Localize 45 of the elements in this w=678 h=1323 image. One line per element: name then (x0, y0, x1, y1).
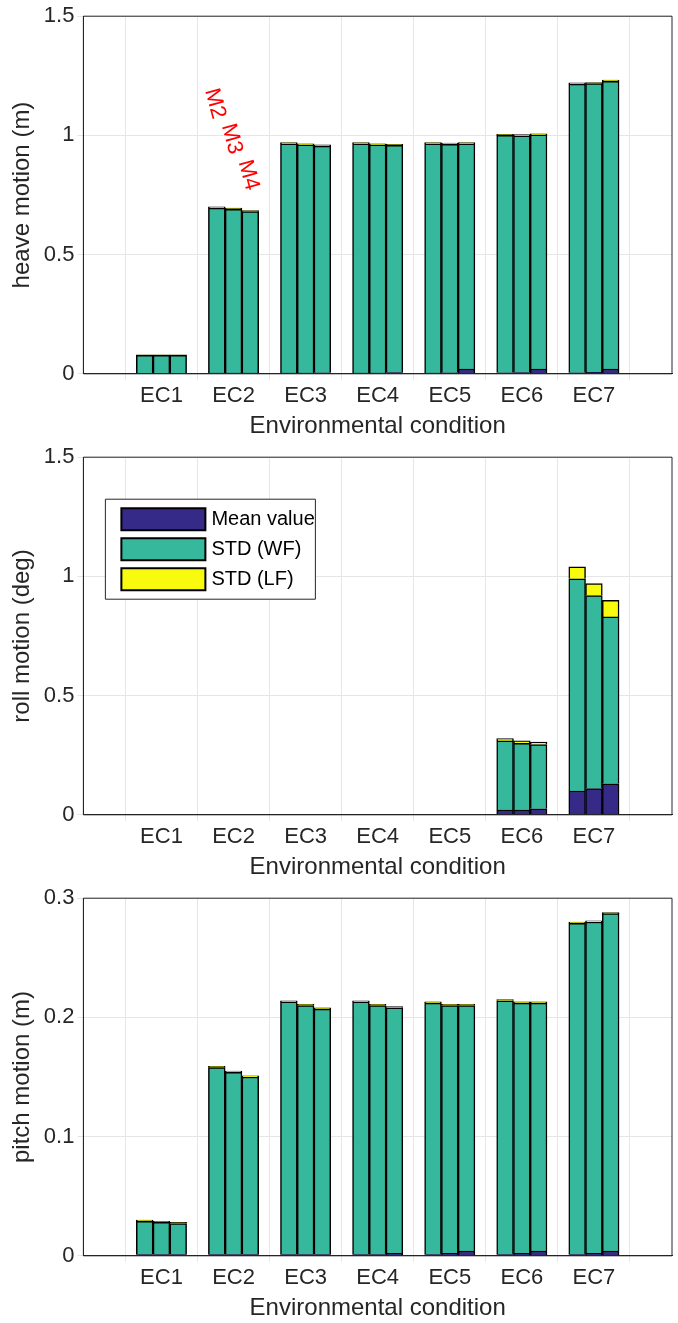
x-tick-label: EC7 (572, 1264, 616, 1290)
x-axis-title: Environmental condition (249, 1293, 506, 1321)
legend-label: Mean value (211, 506, 315, 529)
x-tick-label: EC6 (500, 823, 544, 849)
x-axis-title: Environmental condition (249, 852, 506, 880)
x-tick-label: EC2 (212, 823, 255, 849)
y-tick-label: 0.1 (43, 1122, 75, 1148)
y-tick-label: 0 (62, 1241, 75, 1267)
y-tick-label: 0.2 (43, 1003, 75, 1029)
y-axis-title: roll motion (deg) (7, 549, 35, 723)
x-tick-label: EC7 (572, 823, 616, 849)
y-tick-label: 0.5 (43, 681, 75, 707)
annotation: M4 (233, 156, 266, 193)
x-tick-label: EC2 (212, 382, 255, 408)
annotation: M2 (200, 85, 233, 122)
x-tick-label: EC5 (428, 823, 472, 849)
x-tick-label: EC1 (140, 1264, 183, 1290)
x-tick-label: EC4 (356, 1264, 400, 1290)
x-tick-label: EC7 (572, 382, 616, 408)
x-tick-label: EC6 (500, 1264, 544, 1290)
legend-label: STD (WF) (211, 536, 302, 559)
x-tick-label: EC2 (212, 1264, 255, 1290)
y-tick-label: 0.3 (43, 884, 75, 910)
x-tick-label: EC1 (140, 823, 183, 849)
x-tick-label: EC4 (356, 382, 400, 408)
x-tick-label: EC4 (356, 823, 400, 849)
y-tick-label: 1.5 (43, 2, 75, 28)
x-tick-label: EC3 (284, 1264, 328, 1290)
y-tick-label: 0 (62, 359, 75, 385)
x-tick-label: EC3 (284, 382, 328, 408)
annotation: M3 (216, 120, 250, 157)
y-tick-label: 0.5 (43, 240, 75, 266)
y-tick-label: 1 (62, 121, 75, 147)
y-tick-label: 1 (62, 562, 75, 588)
x-tick-label: EC3 (284, 823, 328, 849)
y-tick-label: 0 (62, 800, 75, 826)
legend-label: STD (LF) (211, 566, 294, 589)
x-tick-label: EC1 (140, 382, 183, 408)
x-tick-label: EC6 (500, 382, 544, 408)
x-tick-label: EC5 (428, 382, 472, 408)
y-axis-title: heave motion (m) (7, 101, 35, 289)
y-axis-title: pitch motion (m) (7, 990, 35, 1164)
x-tick-label: EC5 (428, 1264, 472, 1290)
x-axis-title: Environmental condition (249, 411, 506, 439)
y-tick-label: 1.5 (43, 443, 75, 469)
